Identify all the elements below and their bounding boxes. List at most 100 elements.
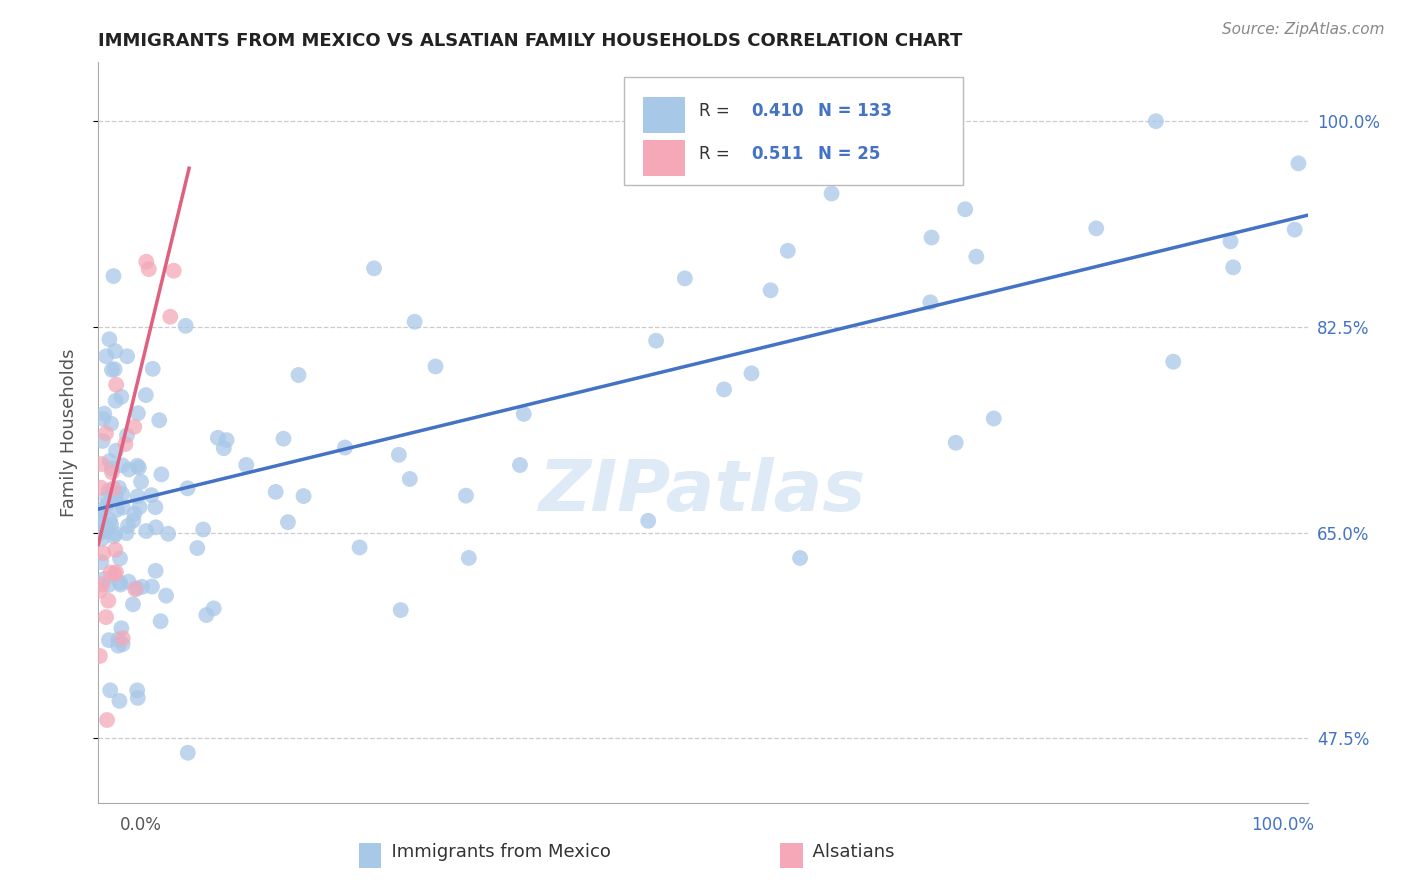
Point [920, 295, 942, 310]
Point [1144, 114, 1167, 128]
Point [404, 315, 426, 329]
Point [90, 457, 112, 471]
Point [103, 481, 125, 495]
Point [131, 580, 153, 594]
Point [128, 460, 150, 475]
Point [97, 593, 120, 607]
Point [90, 555, 112, 569]
Text: R =: R = [699, 102, 735, 120]
Point [186, 541, 208, 555]
Point [111, 637, 134, 651]
Text: Alsatians: Alsatians [801, 843, 896, 861]
Point [103, 529, 125, 543]
Text: ZIPatlas: ZIPatlas [540, 458, 866, 526]
Point [174, 318, 197, 333]
Point [965, 250, 987, 264]
Text: IMMIGRANTS FROM MEXICO VS ALSATIAN FAMILY HOUSEHOLDS CORRELATION CHART: IMMIGRANTS FROM MEXICO VS ALSATIAN FAMIL… [98, 32, 963, 50]
Point [97, 633, 120, 648]
Text: 0.0%: 0.0% [120, 816, 162, 834]
Point [100, 517, 122, 532]
Point [759, 283, 782, 297]
Point [149, 614, 172, 628]
Point [98, 332, 121, 346]
Point [145, 500, 167, 515]
Point [921, 230, 943, 244]
Point [273, 432, 295, 446]
Point [1222, 260, 1244, 275]
Point [89, 648, 111, 663]
Point [96, 713, 118, 727]
Point [155, 589, 177, 603]
Point [673, 271, 696, 285]
Point [122, 514, 145, 528]
Point [1161, 354, 1184, 368]
Point [91, 504, 114, 518]
Point [212, 441, 235, 455]
Point [111, 632, 134, 646]
Point [141, 580, 163, 594]
Point [110, 577, 132, 591]
Y-axis label: Family Households: Family Households [59, 349, 77, 516]
Bar [643, 140, 685, 176]
Point [98, 683, 121, 698]
Point [1286, 156, 1309, 170]
Point [135, 254, 157, 268]
Point [820, 186, 842, 201]
FancyBboxPatch shape [624, 78, 963, 185]
Point [117, 574, 139, 589]
Point [127, 406, 149, 420]
Point [1085, 221, 1108, 235]
Point [425, 359, 447, 374]
Point [108, 694, 131, 708]
Point [93, 546, 115, 560]
Point [111, 500, 134, 515]
Point [363, 261, 385, 276]
Point [108, 551, 131, 566]
Point [90, 481, 112, 495]
Point [97, 483, 120, 498]
Point [104, 362, 127, 376]
Point [100, 417, 122, 431]
Point [202, 601, 225, 615]
Point [1284, 222, 1306, 236]
Point [983, 411, 1005, 425]
Point [457, 551, 479, 566]
Point [129, 475, 152, 489]
Point [215, 433, 238, 447]
Point [264, 484, 287, 499]
Point [127, 489, 149, 503]
Point [104, 542, 127, 557]
Point [177, 746, 200, 760]
Point [398, 472, 420, 486]
Point [145, 564, 167, 578]
Point [104, 565, 127, 579]
Text: 0.410: 0.410 [751, 102, 804, 120]
Point [235, 458, 257, 472]
Point [333, 441, 356, 455]
Point [157, 526, 180, 541]
Point [90, 525, 112, 540]
Point [191, 523, 214, 537]
Point [349, 541, 371, 555]
Point [105, 443, 128, 458]
Point [159, 310, 181, 324]
Point [96, 491, 118, 505]
Point [127, 690, 149, 705]
Point [117, 519, 139, 533]
Point [108, 575, 131, 590]
Point [141, 488, 163, 502]
Point [110, 621, 132, 635]
Point [122, 597, 145, 611]
Text: 0.511: 0.511 [751, 145, 804, 162]
Point [135, 524, 157, 538]
Text: R =: R = [699, 145, 735, 162]
Point [207, 431, 229, 445]
Point [94, 610, 117, 624]
Point [98, 454, 121, 468]
Point [93, 572, 115, 586]
Point [110, 390, 132, 404]
Text: N = 25: N = 25 [818, 145, 880, 162]
Point [513, 407, 536, 421]
Point [145, 520, 167, 534]
Point [104, 566, 127, 581]
